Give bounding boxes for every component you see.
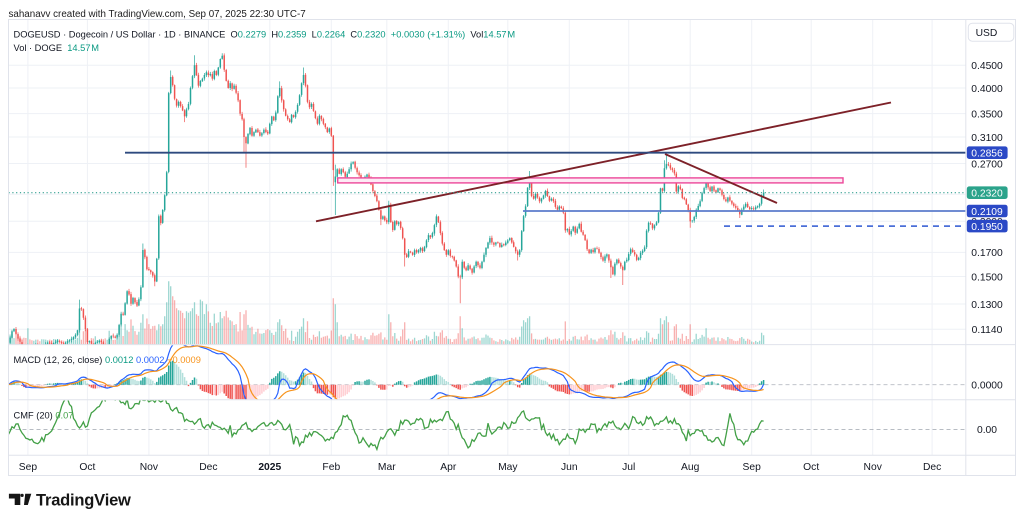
- svg-text:Dec: Dec: [923, 462, 941, 473]
- svg-text:DOGEUSD · Dogecoin / US Dollar: DOGEUSD · Dogecoin / US Dollar · 1D · BI…: [14, 29, 516, 39]
- svg-text:sahanavv created with TradingV: sahanavv created with TradingView.com, S…: [9, 9, 306, 20]
- svg-text:0.2856: 0.2856: [971, 149, 1003, 160]
- svg-text:0.3100: 0.3100: [971, 133, 1003, 144]
- svg-text:0.00: 0.00: [977, 425, 997, 436]
- svg-text:0.2320: 0.2320: [971, 189, 1003, 200]
- svg-text:Apr: Apr: [440, 462, 457, 473]
- svg-text:0.1140: 0.1140: [972, 325, 1003, 336]
- svg-text:Mar: Mar: [378, 462, 396, 473]
- svg-text:Nov: Nov: [140, 462, 159, 473]
- svg-text:2025: 2025: [258, 462, 281, 473]
- svg-text:0.1700: 0.1700: [971, 248, 1003, 259]
- svg-text:0.4500: 0.4500: [971, 61, 1003, 72]
- svg-text:MACD (12, 26, close) 0.0012 0.: MACD (12, 26, close) 0.0012 0.0002 −0.00…: [14, 355, 201, 365]
- svg-text:0.2700: 0.2700: [971, 159, 1003, 170]
- svg-text:Jul: Jul: [622, 462, 635, 473]
- svg-text:Nov: Nov: [864, 462, 883, 473]
- svg-text:0.0000: 0.0000: [971, 380, 1003, 391]
- svg-text:Sep: Sep: [19, 462, 38, 473]
- svg-text:Sep: Sep: [743, 462, 762, 473]
- svg-text:TradingView: TradingView: [36, 492, 131, 510]
- svg-text:Aug: Aug: [681, 462, 700, 473]
- svg-text:0.1950: 0.1950: [971, 222, 1003, 233]
- svg-text:Vol · DOGE 14.57 M: Vol · DOGE 14.57 M: [14, 43, 100, 53]
- svg-text:Dec: Dec: [199, 462, 217, 473]
- svg-text:Oct: Oct: [803, 462, 819, 473]
- svg-text:Feb: Feb: [322, 462, 340, 473]
- svg-text:CMF (20) 0.07: CMF (20) 0.07: [14, 410, 74, 420]
- svg-text:0.1300: 0.1300: [971, 300, 1003, 311]
- svg-text:0.2109: 0.2109: [971, 207, 1003, 218]
- svg-text:May: May: [498, 462, 518, 473]
- svg-text:Jun: Jun: [561, 462, 578, 473]
- svg-text:0.1500: 0.1500: [971, 272, 1003, 283]
- svg-text:0.3500: 0.3500: [971, 109, 1003, 120]
- svg-text:Oct: Oct: [79, 462, 95, 473]
- svg-text:USD: USD: [976, 28, 998, 39]
- svg-text:0.4000: 0.4000: [971, 84, 1003, 95]
